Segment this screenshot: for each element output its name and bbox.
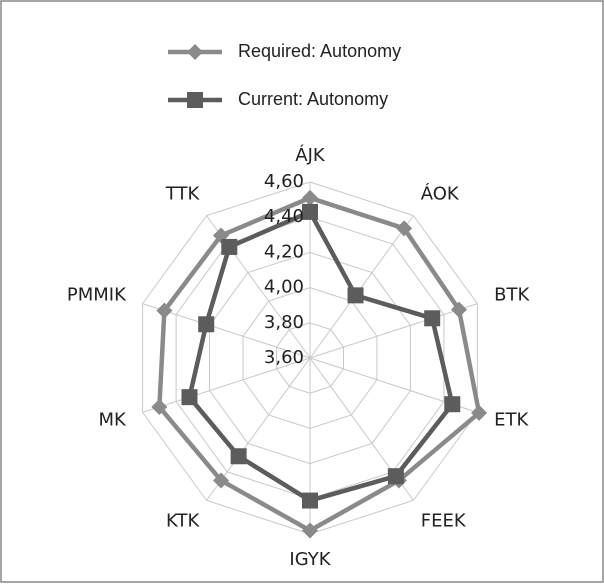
category-label: MK	[99, 409, 128, 430]
marker	[198, 316, 215, 333]
legend-marker	[187, 44, 203, 60]
marker	[156, 302, 173, 319]
marker	[444, 396, 461, 413]
marker	[302, 492, 318, 509]
category-label: KTK	[166, 510, 200, 531]
marker	[302, 522, 318, 539]
spoke	[309, 303, 478, 359]
spoke	[142, 303, 311, 359]
category-label: ÁJK	[295, 144, 326, 166]
category-label: FEEK	[421, 510, 467, 531]
spoke	[142, 357, 311, 413]
marker	[450, 301, 467, 318]
category-label: ÁOK	[421, 183, 460, 205]
marker	[221, 238, 238, 255]
marker	[302, 203, 318, 220]
axis-tick-label: 4,60	[264, 171, 304, 192]
axis-tick-label: 4,20	[264, 241, 304, 262]
marker	[424, 310, 441, 327]
spoke	[309, 215, 414, 359]
marker	[387, 468, 404, 485]
marker	[213, 472, 230, 489]
axis-tick-label: 3,80	[264, 312, 304, 333]
category-label: ETK	[494, 409, 529, 430]
marker	[396, 220, 413, 237]
category-label: IGYK	[289, 549, 331, 570]
marker	[302, 189, 318, 206]
axis-tick-label: 4,40	[264, 206, 304, 227]
marker	[230, 448, 247, 465]
axis-tick-label: 3,60	[264, 347, 304, 368]
marker	[347, 287, 364, 304]
marker	[181, 389, 198, 406]
axis-tick-label: 4,00	[264, 277, 304, 298]
marker	[151, 398, 168, 415]
marker	[471, 404, 488, 421]
legend-marker	[187, 92, 203, 108]
legend-label: Required: Autonomy	[238, 41, 401, 61]
category-label: PMMIK	[67, 285, 127, 306]
category-label: TTK	[165, 184, 201, 205]
category-label: BTK	[494, 285, 530, 306]
legend-label: Current: Autonomy	[238, 89, 388, 109]
